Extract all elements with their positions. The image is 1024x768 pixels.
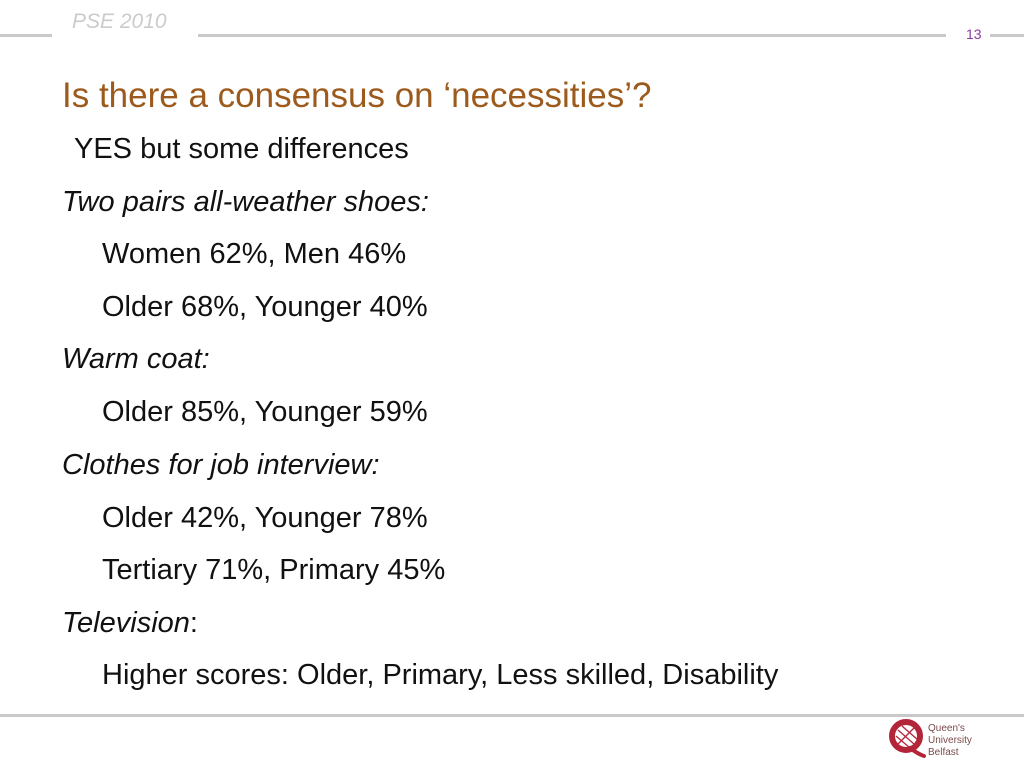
body-line: Tertiary 71%, Primary 45% (102, 554, 446, 586)
crest-icon (889, 719, 926, 758)
body-line: Warm coat: (62, 343, 210, 375)
logo-text: Queen's University Belfast (928, 723, 1008, 759)
body-line: Television: (62, 607, 198, 640)
body-line: Women 62%, Men 46% (102, 238, 407, 270)
body-line: Higher scores: Older, Primary, Less skil… (102, 659, 779, 691)
body-line: Two pairs all-weather shoes: (62, 186, 429, 218)
header-label: PSE 2010 (72, 10, 167, 33)
university-logo: Queen's University Belfast (888, 718, 1008, 762)
logo-line: Queen's University (928, 723, 972, 746)
header-rule-left (0, 34, 52, 37)
television-colon: : (189, 607, 198, 639)
body-line: Older 42%, Younger 78% (102, 502, 428, 534)
body-line: Older 85%, Younger 59% (102, 396, 428, 428)
body-line: Clothes for job interview: (62, 449, 380, 481)
header-rule (198, 34, 946, 37)
television-label: Television (62, 607, 190, 639)
footer-rule (0, 714, 1024, 717)
body-line: Older 68%, Younger 40% (102, 291, 428, 323)
logo-line: Belfast (928, 747, 959, 758)
body-line: YES but some differences (74, 133, 409, 165)
header-rule-right (990, 34, 1024, 37)
slide-title: Is there a consensus on ‘necessities’? (62, 76, 652, 115)
slide-number: 13 (966, 26, 982, 42)
